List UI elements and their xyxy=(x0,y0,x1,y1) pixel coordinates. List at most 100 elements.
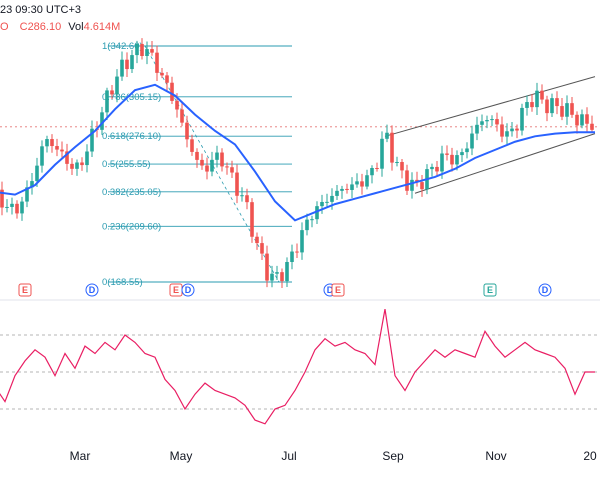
candle-body xyxy=(485,120,489,122)
candle-body xyxy=(465,148,469,153)
candle-body xyxy=(90,128,94,152)
candle-body xyxy=(230,167,234,173)
candle-body xyxy=(70,163,74,169)
candle-body xyxy=(190,139,194,152)
candle-body xyxy=(490,119,494,121)
candle-body xyxy=(220,152,224,167)
candle-body xyxy=(535,90,539,108)
header-open-prefix: O xyxy=(0,21,9,33)
candle-body xyxy=(555,98,559,107)
candle-body xyxy=(195,151,199,160)
candle-body xyxy=(155,52,159,73)
candle-body xyxy=(50,139,54,147)
candle-body xyxy=(285,261,289,282)
candle-body xyxy=(460,152,464,156)
header-time: 23 09:30 UTC+3 xyxy=(0,4,82,16)
fib-label: 0.786(305.15) xyxy=(102,92,161,103)
candle-body xyxy=(75,162,79,169)
candle-body xyxy=(520,107,524,131)
candle-body xyxy=(0,189,4,208)
candle-body xyxy=(110,90,114,95)
fib-label: 1(342.60) xyxy=(102,41,143,52)
candle-body xyxy=(105,90,109,113)
candle-body xyxy=(200,159,204,166)
candle-body xyxy=(330,195,334,202)
candle-body xyxy=(550,98,554,114)
header-vol-value: 4.614M xyxy=(83,21,121,33)
candle-body xyxy=(455,155,459,165)
candle-body xyxy=(275,272,279,274)
header-vol-label: Vol xyxy=(68,21,84,33)
candle-body xyxy=(400,162,404,171)
candle-body xyxy=(135,43,139,56)
candle-body xyxy=(585,114,589,124)
candle-body xyxy=(45,139,49,147)
candle-body xyxy=(235,172,239,196)
candle-body xyxy=(160,72,164,76)
candle-body xyxy=(165,75,169,83)
fib-label: 0.382(235.05) xyxy=(102,187,161,198)
candle-body xyxy=(115,76,119,95)
candle-body xyxy=(355,181,359,185)
candle-body xyxy=(570,103,574,115)
candle-body xyxy=(310,219,314,221)
x-tick-label: 20 xyxy=(583,449,597,463)
candle-body xyxy=(495,119,499,125)
x-tick-label: Sep xyxy=(382,449,404,463)
candle-body xyxy=(300,230,304,253)
event-marker-label: E xyxy=(487,285,493,295)
candle-body xyxy=(565,103,569,117)
candle-body xyxy=(500,124,504,137)
candle-body xyxy=(540,90,544,100)
candle-body xyxy=(395,162,399,164)
candle-body xyxy=(35,165,39,182)
candle-body xyxy=(245,195,249,203)
moving-average-line xyxy=(0,83,595,222)
candle-body xyxy=(85,151,89,166)
event-marker-label: D xyxy=(327,285,334,295)
candle-body xyxy=(270,273,274,281)
candle-body xyxy=(410,179,414,191)
candle-body xyxy=(150,49,154,53)
candle-body xyxy=(125,59,129,70)
candle-body xyxy=(525,102,529,108)
candle-body xyxy=(10,203,14,207)
wedge-lower-line xyxy=(414,133,596,194)
candle-body xyxy=(420,182,424,190)
x-tick-label: May xyxy=(170,449,193,463)
candle-body xyxy=(320,201,324,207)
dividend-marker xyxy=(181,283,195,297)
fib-label: 0(168.55) xyxy=(102,277,143,288)
candle-body xyxy=(315,206,319,220)
candle-body xyxy=(375,167,379,169)
candle-body xyxy=(445,153,449,155)
candle-body xyxy=(65,151,69,164)
candle-body xyxy=(575,114,579,126)
candle-body xyxy=(580,114,584,126)
candle-body xyxy=(265,253,269,281)
candle-body xyxy=(430,166,434,170)
candle-body xyxy=(305,219,309,231)
fib-label: 0.236(209.60) xyxy=(102,221,161,232)
candle-body xyxy=(590,123,594,130)
candle-body xyxy=(260,243,264,254)
candle-body xyxy=(145,49,149,56)
candle-body xyxy=(20,201,24,214)
candle-body xyxy=(470,133,474,149)
candle-body xyxy=(180,109,184,123)
event-marker-label: D xyxy=(542,285,549,295)
earnings-marker xyxy=(18,283,32,297)
candle-body xyxy=(405,170,409,191)
candle-body xyxy=(560,106,564,117)
candle-body xyxy=(435,166,439,172)
candle-body xyxy=(390,132,394,163)
candle-body xyxy=(215,152,219,160)
candle-body xyxy=(515,128,519,131)
earnings-marker xyxy=(331,283,345,297)
candle-body xyxy=(280,272,284,282)
candle-body xyxy=(335,190,339,196)
earnings-marker xyxy=(483,283,497,297)
candle-body xyxy=(295,251,299,253)
candle-body xyxy=(255,236,259,244)
